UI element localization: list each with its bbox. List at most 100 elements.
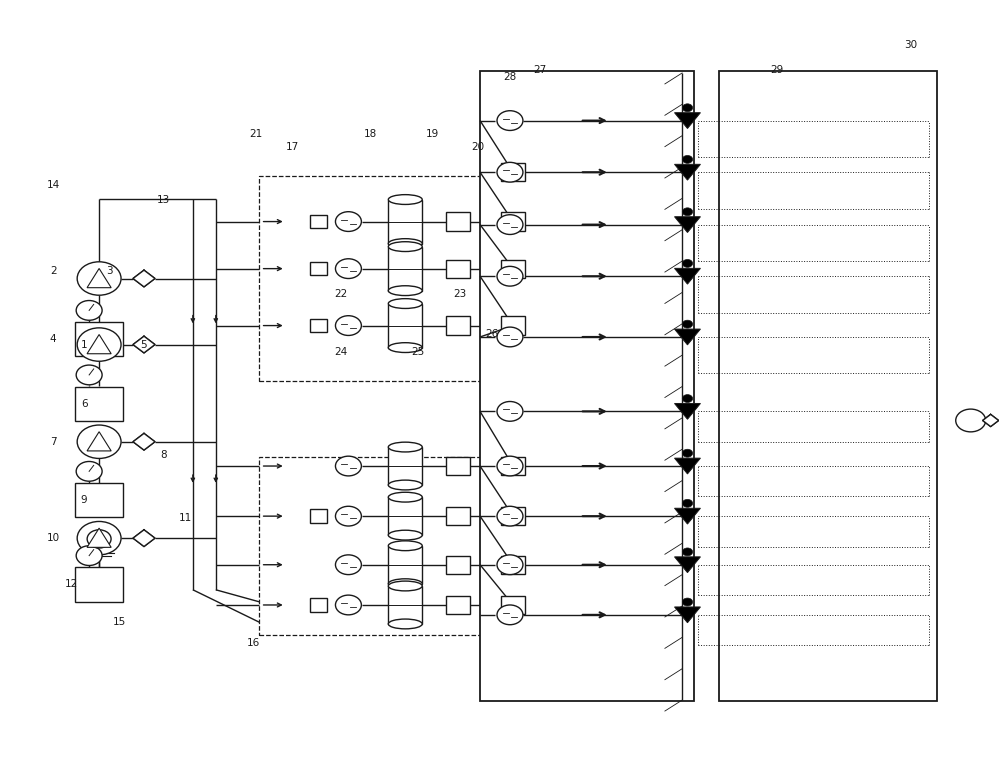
Text: 1: 1	[81, 340, 87, 350]
Circle shape	[956, 409, 986, 432]
Bar	[388, 247, 422, 290]
Text: 7: 7	[50, 437, 57, 447]
Bar	[501, 555, 525, 574]
Bar	[446, 596, 470, 614]
Text: 29: 29	[771, 65, 784, 75]
Ellipse shape	[388, 299, 422, 309]
Polygon shape	[675, 403, 700, 419]
Ellipse shape	[388, 286, 422, 296]
Circle shape	[497, 605, 523, 625]
Circle shape	[497, 215, 523, 235]
Bar	[75, 483, 123, 517]
Text: 5: 5	[141, 340, 147, 350]
Text: 13: 13	[157, 195, 171, 205]
Bar	[388, 303, 422, 347]
Polygon shape	[87, 268, 111, 288]
Bar	[388, 447, 422, 485]
Ellipse shape	[388, 239, 422, 248]
Bar	[75, 322, 123, 357]
Text: 10: 10	[47, 533, 60, 543]
Text: 27: 27	[533, 65, 547, 75]
Circle shape	[76, 462, 102, 482]
Bar	[310, 215, 327, 229]
Polygon shape	[675, 508, 700, 524]
Text: 21: 21	[249, 130, 262, 139]
Bar	[446, 316, 470, 335]
Circle shape	[77, 521, 121, 555]
Text: 16: 16	[247, 638, 260, 648]
Circle shape	[497, 267, 523, 286]
Ellipse shape	[388, 579, 422, 588]
Bar	[388, 586, 422, 624]
Text: 19: 19	[426, 130, 439, 139]
Polygon shape	[983, 415, 999, 427]
Polygon shape	[133, 271, 155, 287]
Circle shape	[682, 395, 693, 402]
Circle shape	[497, 402, 523, 421]
Ellipse shape	[388, 442, 422, 452]
Circle shape	[497, 110, 523, 130]
Ellipse shape	[388, 541, 422, 551]
Bar	[446, 507, 470, 525]
Polygon shape	[133, 336, 155, 353]
Circle shape	[335, 212, 361, 232]
Text: 2: 2	[50, 266, 57, 276]
Bar	[446, 260, 470, 277]
Text: 4: 4	[50, 335, 57, 344]
Polygon shape	[675, 607, 700, 623]
Circle shape	[76, 365, 102, 385]
Bar	[75, 386, 123, 421]
Circle shape	[335, 506, 361, 526]
Circle shape	[682, 155, 693, 163]
Bar	[75, 568, 123, 601]
Bar	[310, 509, 327, 523]
Circle shape	[335, 456, 361, 476]
Bar	[501, 596, 525, 614]
Polygon shape	[87, 432, 111, 451]
Polygon shape	[675, 329, 700, 345]
Circle shape	[335, 595, 361, 615]
Bar	[388, 497, 422, 535]
Circle shape	[77, 425, 121, 459]
Polygon shape	[133, 530, 155, 546]
Text: 22: 22	[334, 289, 347, 299]
Bar	[501, 213, 525, 231]
Text: 20: 20	[471, 142, 485, 152]
Circle shape	[497, 162, 523, 182]
Bar	[501, 163, 525, 181]
Circle shape	[682, 499, 693, 507]
Bar	[310, 262, 327, 276]
Circle shape	[87, 530, 111, 548]
Text: 3: 3	[106, 266, 112, 276]
Bar	[501, 507, 525, 525]
Circle shape	[682, 320, 693, 328]
Text: 12: 12	[65, 579, 78, 590]
Polygon shape	[675, 113, 700, 129]
Bar	[719, 71, 937, 701]
Ellipse shape	[388, 619, 422, 629]
Polygon shape	[675, 557, 700, 572]
Bar	[501, 260, 525, 277]
Text: 24: 24	[334, 347, 347, 357]
Bar	[259, 457, 513, 636]
Ellipse shape	[388, 492, 422, 502]
Text: 6: 6	[81, 399, 87, 408]
Text: 25: 25	[412, 347, 425, 357]
Ellipse shape	[388, 480, 422, 490]
Polygon shape	[675, 216, 700, 232]
Circle shape	[76, 300, 102, 320]
Text: 17: 17	[286, 142, 299, 152]
Circle shape	[682, 208, 693, 216]
Circle shape	[77, 262, 121, 295]
Ellipse shape	[388, 530, 422, 540]
Circle shape	[682, 104, 693, 112]
Ellipse shape	[388, 242, 422, 251]
Bar	[388, 546, 422, 584]
Circle shape	[682, 259, 693, 267]
Polygon shape	[87, 335, 111, 354]
Circle shape	[335, 555, 361, 575]
Circle shape	[497, 456, 523, 476]
Bar	[501, 457, 525, 475]
Text: 30: 30	[904, 40, 917, 50]
Text: 26: 26	[485, 329, 499, 339]
